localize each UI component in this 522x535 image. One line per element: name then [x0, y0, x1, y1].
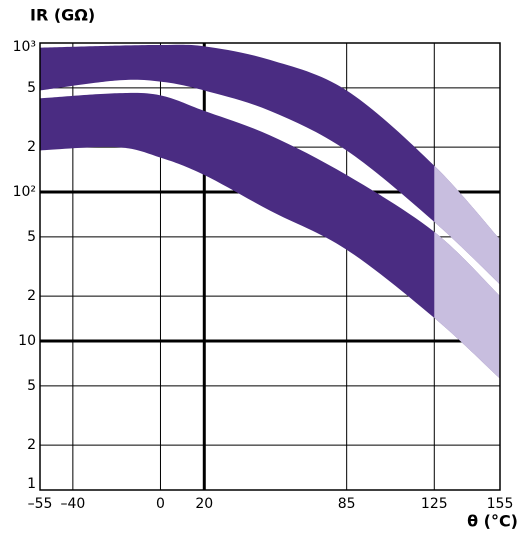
x-tick-label: 0 — [156, 496, 165, 512]
x-tick-label: 85 — [338, 496, 356, 512]
y-tick-label: 5 — [27, 80, 36, 96]
x-tick-label: –40 — [60, 496, 85, 512]
band-extended — [434, 231, 500, 379]
y-axis-label: IR (GΩ) — [30, 6, 95, 25]
band-extended — [434, 165, 500, 285]
x-tick-label: 20 — [195, 496, 213, 512]
y-tick-label: 1 — [27, 476, 36, 492]
y-tick-label: 10 — [18, 333, 36, 349]
y-tick-label: 5 — [27, 378, 36, 394]
y-tick-label: 10² — [13, 184, 36, 200]
x-tick-label: 125 — [421, 496, 448, 512]
x-tick-label: –55 — [28, 496, 53, 512]
plot-frame — [39, 42, 501, 491]
y-tick-label: 2 — [27, 437, 36, 453]
y-tick-label: 10³ — [13, 39, 36, 55]
y-tick-label: 2 — [27, 288, 36, 304]
band — [40, 44, 500, 285]
y-tick-label: 5 — [27, 229, 36, 245]
x-axis-label: θ (°C) — [467, 512, 518, 531]
x-tick-label: 155 — [487, 496, 514, 512]
y-tick-label: 2 — [27, 139, 36, 155]
band — [40, 92, 500, 379]
